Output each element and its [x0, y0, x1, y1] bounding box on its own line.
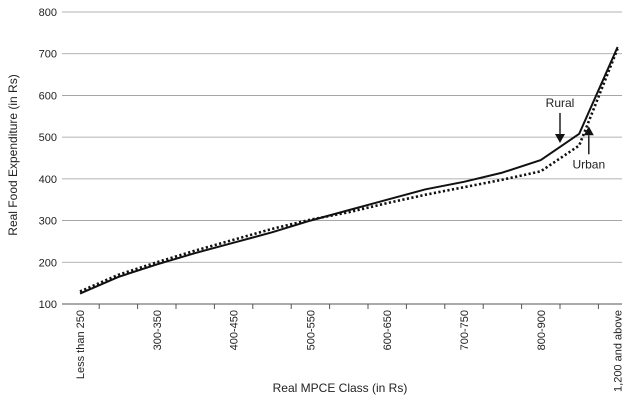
annotation-arrowhead-urban — [583, 126, 594, 136]
y-tick-label: 200 — [39, 257, 57, 269]
y-tick-label: 100 — [39, 299, 57, 311]
x-axis-label: Real MPCE Class (in Rs) — [273, 381, 408, 395]
x-tick-label: Less than 250 — [75, 310, 87, 379]
series-lines — [79, 46, 619, 295]
grid-lines — [62, 11, 622, 305]
y-tick-label: 300 — [39, 216, 57, 228]
y-tick-label: 500 — [39, 132, 57, 144]
x-tick-label: 300-350 — [152, 310, 164, 350]
x-tick-label: 700-750 — [459, 310, 471, 350]
y-axis-label: Real Food Expenditure (in Rs) — [6, 74, 20, 235]
x-tick-label: 1,200 and above — [613, 310, 625, 392]
x-tick-label: 800-900 — [536, 310, 548, 350]
annotation-label-urban: Urban — [572, 157, 605, 171]
y-tick-label: 400 — [39, 174, 57, 186]
x-axis-ticks: Less than 250 300-350 400-450 500-550 600-65… — [75, 304, 625, 392]
annotations: Rural Urban — [546, 96, 605, 171]
x-tick-label: 600-650 — [382, 310, 394, 350]
series-line-rural — [79, 46, 619, 295]
series-line-urban — [79, 48, 619, 293]
y-axis-ticks: 100 200 300 400 500 600 700 800 — [39, 7, 57, 311]
y-tick-label: 600 — [39, 90, 57, 102]
annotation-arrowhead-rural — [555, 133, 565, 143]
y-tick-label: 800 — [39, 7, 57, 19]
x-tick-label: 400-450 — [229, 310, 241, 350]
y-tick-label: 700 — [39, 49, 57, 61]
x-tick-label: 500-550 — [305, 310, 317, 350]
annotation-label-rural: Rural — [546, 96, 575, 110]
